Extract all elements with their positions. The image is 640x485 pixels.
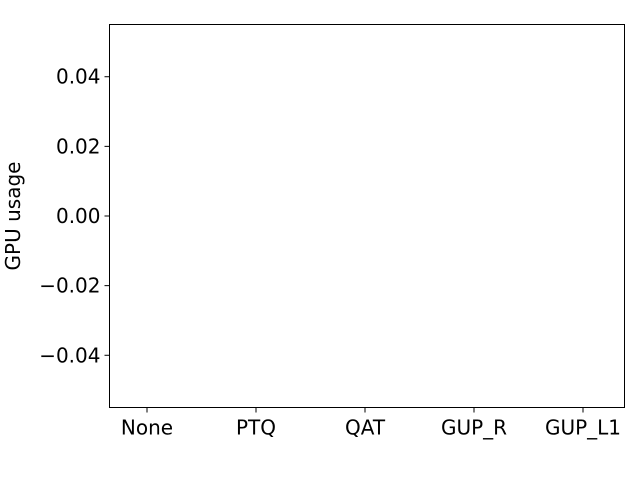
y-tick-label: 0.00 xyxy=(56,204,101,228)
x-tick-label: GUP_L1 xyxy=(545,416,621,440)
y-axis-ticks: −0.04 −0.02 0.00 0.02 0.04 xyxy=(39,65,110,367)
x-tick-label: QAT xyxy=(345,416,386,440)
y-axis-label: GPU usage xyxy=(1,162,25,271)
x-tick-label: PTQ xyxy=(236,416,276,440)
y-tick-label: −0.02 xyxy=(39,274,100,298)
y-tick-label: 0.02 xyxy=(56,134,101,158)
x-axis-ticks: None PTQ QAT GUP_R GUP_L1 xyxy=(121,407,621,440)
y-tick-label: 0.04 xyxy=(56,65,101,89)
x-tick-label: GUP_R xyxy=(441,416,507,440)
x-tick-label: None xyxy=(121,416,173,440)
plot-area-frame xyxy=(109,24,625,408)
y-tick-label: −0.04 xyxy=(39,343,100,367)
